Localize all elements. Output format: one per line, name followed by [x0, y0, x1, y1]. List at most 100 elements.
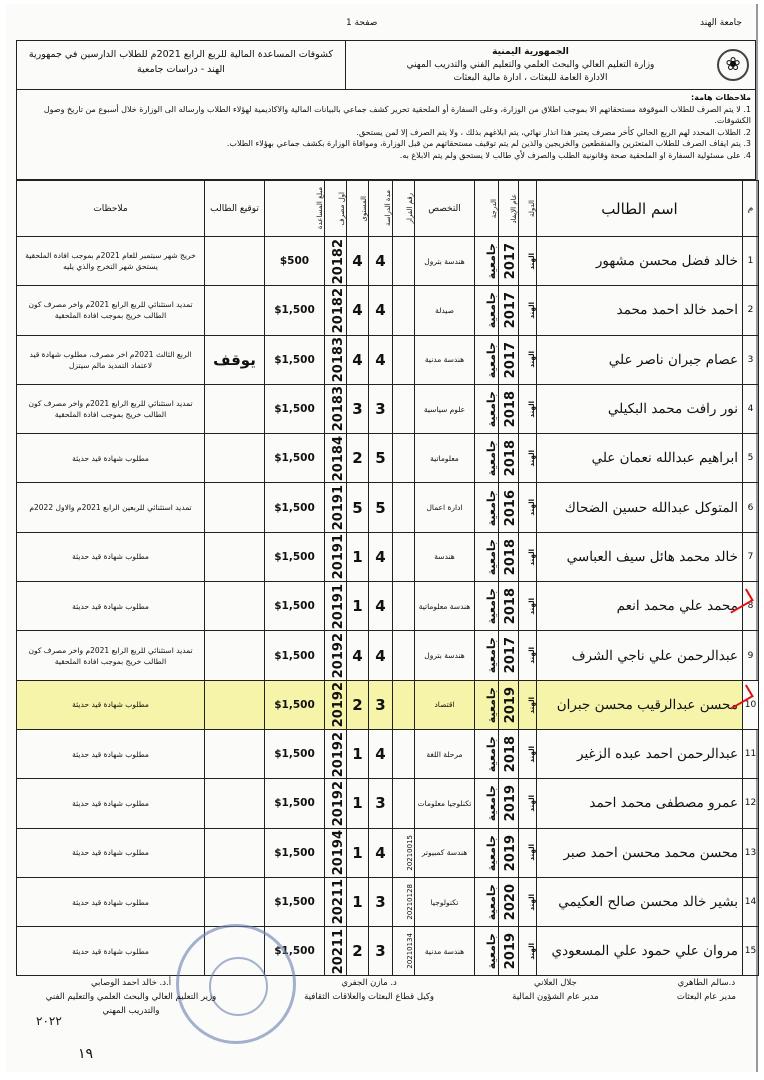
country: الهند — [528, 844, 536, 861]
first-disbursement: 20192 — [331, 731, 346, 777]
student-name: نور رافت محمد البكيلي — [536, 383, 743, 435]
country: الهند — [528, 252, 536, 270]
remarks: مطلوب شهادة قيد حديثة — [16, 827, 205, 878]
table-row: 12 عمرو مصطفى محمد احمد الهند 2019 جامعي… — [16, 778, 759, 829]
amount: $1,500 — [264, 827, 325, 878]
first-disbursement: 20191 — [331, 534, 346, 580]
enrollment-year: 2017 — [503, 292, 518, 329]
degree: جامعية — [485, 440, 498, 477]
student-name: محسن محمد محسن احمد صبر — [536, 827, 743, 878]
amount: $1,500 — [264, 728, 325, 780]
student-name: احمد خالد احمد محمد — [536, 285, 743, 336]
ministry-label: وزارة التعليم العالي والبحث العلمي والتع… — [406, 59, 655, 70]
table-row: 2 احمد خالد احمد محمد الهند 2017 جامعية … — [16, 285, 759, 336]
col-name: اسم الطالب — [536, 180, 743, 237]
amount: $500 — [264, 235, 325, 287]
signatory: د. مازن الجفري وكيل قطاع البعثات والعلاقا… — [304, 976, 434, 1018]
level: 4 — [346, 285, 369, 336]
signatory-name: د. مازن الجفري — [341, 978, 397, 988]
first-disbursement: 20211 — [331, 928, 346, 974]
col-degree: الدرجة — [490, 198, 498, 219]
degree: جامعية — [485, 292, 498, 329]
level: 1 — [346, 728, 369, 780]
first-disbursement: 20194 — [331, 830, 346, 876]
study-duration: 3 — [368, 778, 393, 829]
notes-section: ملاحظات هامة: 1. لا يتم الصرف للطلاب الم… — [16, 90, 756, 180]
remarks: مطلوب شهادة قيد حديثة — [16, 679, 205, 730]
remarks: مطلوب شهادة قيد حديثة — [16, 581, 205, 632]
country: الهند — [528, 795, 536, 812]
amount: $1,500 — [264, 531, 325, 583]
table-row: 15 مروان علي حمود علي المسعودي الهند 201… — [16, 926, 759, 977]
document-header: ❀ الجمهورية اليمنية وزارة التعليم العالي… — [16, 40, 756, 90]
student-name: عبدالرحمن احمد عبده الزغير — [536, 728, 743, 780]
decision-number: 20210015 — [406, 834, 414, 871]
country: الهند — [528, 548, 536, 566]
amount: $1,500 — [264, 285, 325, 336]
enrollment-year: 2017 — [503, 243, 518, 280]
remarks: مطلوب شهادة قيد حديثة — [16, 876, 205, 928]
student-signature: يوقف — [204, 334, 265, 385]
student-signature — [204, 581, 265, 632]
study-duration: 3 — [368, 679, 393, 730]
row-number: 7 — [742, 531, 759, 583]
signatory-name: د.سالم الطاهري — [677, 978, 736, 988]
specialization: هندسة مدنية — [414, 926, 475, 977]
emblem-icon: ❀ — [717, 49, 749, 81]
student-signature — [204, 383, 265, 435]
amount: $1,500 — [264, 334, 325, 385]
country: الهند — [528, 893, 536, 911]
table-row: 1 خالد فضل محسن مشهور الهند 2017 جامعية … — [16, 235, 759, 287]
document-page: جامعة الهند صفحة 1 ❀ الجمهورية اليمنية و… — [6, 4, 759, 1072]
row-number: 10 — [742, 679, 759, 730]
enrollment-year: 2017 — [503, 341, 518, 378]
students-table: م اسم الطالب الدولة عام الإيفاد الدرجة ا… — [16, 180, 759, 977]
amount: $1,500 — [264, 876, 325, 928]
level: 1 — [346, 827, 369, 878]
republic-label: الجمهورية اليمنية — [492, 46, 569, 57]
remarks: مطلوب شهادة قيد حديثة — [16, 531, 205, 583]
specialization: مرحلة اللغة — [414, 728, 475, 780]
remarks: خريج شهر سبتمبر للعام 2021م بموجب افادة … — [16, 235, 205, 287]
country: الهند — [528, 745, 536, 763]
remarks: مطلوب شهادة قيد حديثة — [16, 778, 205, 829]
remarks: تمديد استثنائي للربع الرابع 2021م واخر م… — [16, 383, 205, 435]
enrollment-year: 2020 — [503, 883, 518, 921]
specialization: ادارة اعمال — [414, 482, 475, 533]
specialization: اقتصاد — [414, 679, 475, 730]
student-signature — [204, 235, 265, 287]
student-signature — [204, 876, 265, 928]
first-disbursement: 20184 — [331, 435, 346, 481]
specialization: هندسة بترول — [414, 630, 475, 681]
student-name: ابراهيم عبدالله نعمان علي — [536, 433, 743, 484]
row-number: 9 — [742, 630, 759, 681]
remarks: تمديد استثنائي للربع الرابع 2021م واخر م… — [16, 630, 205, 681]
first-disbursement: 20192 — [331, 632, 346, 679]
row-number: 6 — [742, 482, 759, 533]
country: الهند — [528, 351, 536, 369]
degree: جامعية — [485, 489, 498, 526]
official-stamp — [176, 924, 296, 1044]
study-duration: 4 — [368, 728, 393, 780]
col-signature: توقيع الطالب — [204, 180, 265, 237]
level: 3 — [346, 383, 369, 435]
note-item: 3. يتم ايقاف الصرف للطلاب المتعثرين والم… — [226, 139, 751, 148]
col-amount: مبلغ المساعدة — [316, 187, 324, 230]
student-name: محمد علي محمد انعم — [536, 581, 743, 632]
specialization: صيدلة — [414, 285, 475, 336]
study-duration: 4 — [368, 827, 393, 878]
study-duration: 5 — [368, 482, 393, 533]
signatory: د.سالم الطاهري مدير عام البعثات — [677, 976, 736, 1018]
student-signature — [204, 679, 265, 730]
handwritten-date: ٢٠٢٢ — [36, 1014, 62, 1028]
row-number: 1 — [742, 235, 759, 287]
row-number: 14 — [742, 876, 759, 928]
first-disbursement: 20211 — [331, 879, 346, 925]
study-duration: 3 — [368, 926, 393, 977]
remarks: تمديد استثنائي للربع الرابع 2021م واخر م… — [16, 285, 205, 336]
enrollment-year: 2018 — [503, 538, 518, 576]
col-first: اول مصرف — [338, 191, 346, 226]
degree: جامعية — [485, 785, 498, 822]
student-signature — [204, 531, 265, 583]
col-decision: رقم القرار — [406, 193, 414, 224]
